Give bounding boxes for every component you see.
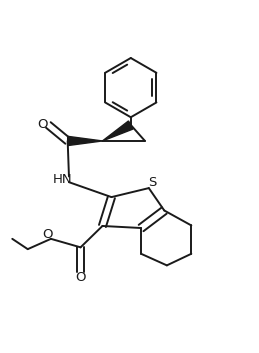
Text: HN: HN <box>53 173 72 186</box>
Text: O: O <box>42 228 52 241</box>
Polygon shape <box>68 136 103 145</box>
Text: O: O <box>75 271 86 284</box>
Text: S: S <box>148 176 156 189</box>
Polygon shape <box>103 121 133 141</box>
Text: O: O <box>38 118 48 131</box>
